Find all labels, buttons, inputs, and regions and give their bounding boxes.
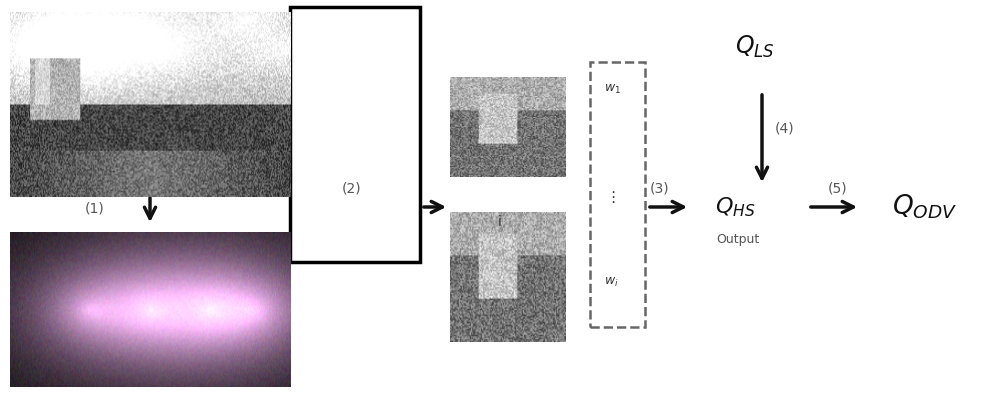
Bar <box>290 7 420 262</box>
Text: $w_i$: $w_i$ <box>604 276 619 289</box>
Text: $\vdots$: $\vdots$ <box>605 189 615 205</box>
Text: (3): (3) <box>650 182 670 196</box>
Text: $Q_{ODV}$: $Q_{ODV}$ <box>892 193 958 221</box>
Text: Output: Output <box>716 234 760 247</box>
Text: (5): (5) <box>828 182 848 196</box>
Text: (4): (4) <box>775 122 795 136</box>
Text: (2): (2) <box>342 182 362 196</box>
Text: (1): (1) <box>85 202 105 216</box>
Text: $w_1$: $w_1$ <box>604 83 621 96</box>
Text: i: i <box>498 215 502 229</box>
Bar <box>590 62 645 327</box>
Text: $Q_{HS}$: $Q_{HS}$ <box>715 195 755 219</box>
Text: $Q_{LS}$: $Q_{LS}$ <box>735 34 775 60</box>
